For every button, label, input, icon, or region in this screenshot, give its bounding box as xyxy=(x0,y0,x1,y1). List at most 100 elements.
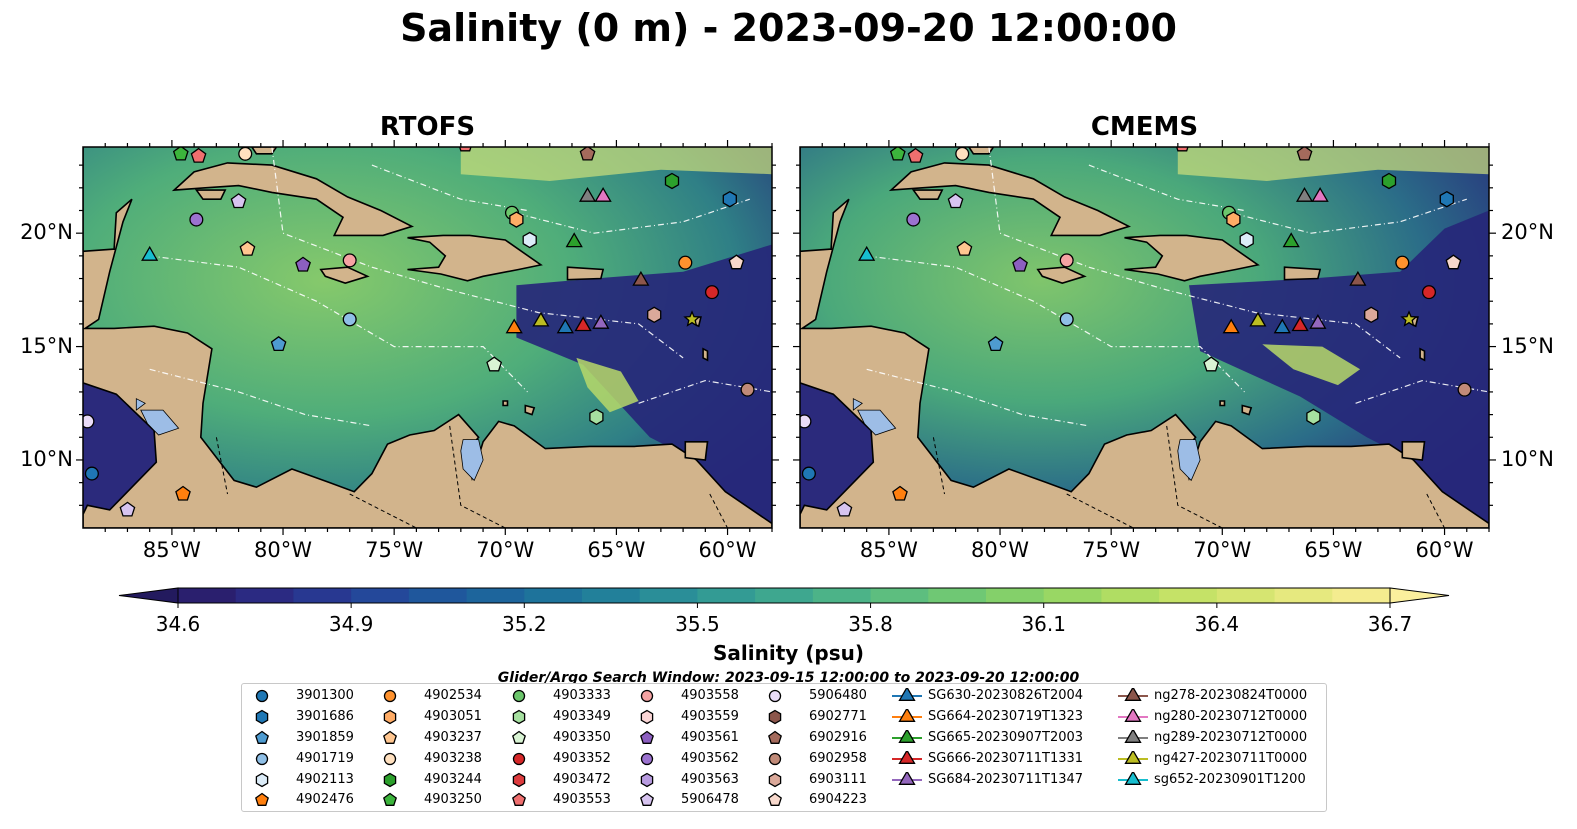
legend-marker xyxy=(255,709,269,725)
legend-marker xyxy=(768,792,782,806)
colorbar-segment xyxy=(1332,588,1391,603)
colorbar-segment xyxy=(293,588,352,603)
hexagon-marker xyxy=(522,231,537,249)
legend-label: 3901686 xyxy=(296,709,354,724)
lon-tick-label: 60°W xyxy=(698,538,757,562)
colorbar-segment xyxy=(235,588,294,603)
pentagon-marker xyxy=(512,730,526,744)
lon-tick-label: 65°W xyxy=(1304,538,1363,562)
lon-tick-label: 75°W xyxy=(1082,538,1141,562)
colorbar-label: Salinity (psu) xyxy=(712,641,864,665)
triangle-marker xyxy=(1124,730,1142,743)
legend-marker xyxy=(768,689,782,703)
circle-marker xyxy=(678,255,693,270)
legend-marker xyxy=(255,792,269,806)
pentagon-marker xyxy=(512,792,526,806)
legend-marker xyxy=(383,772,397,788)
pentagon-marker xyxy=(255,792,269,806)
legend-label: 4902476 xyxy=(296,792,354,807)
circle-marker xyxy=(768,689,782,703)
colorbar-segment xyxy=(351,588,410,603)
colorbar-tick-label: 36.7 xyxy=(1367,612,1413,636)
legend-label: 4903558 xyxy=(681,688,739,703)
legend-label: 3901859 xyxy=(296,730,354,745)
legend-marker xyxy=(640,792,654,806)
hexagon-marker xyxy=(1364,306,1379,324)
legend: 3901300 3901686 3901859 4901719 4902113 49024… xyxy=(241,683,1327,812)
circle-marker xyxy=(255,689,269,703)
legend-label: 4903349 xyxy=(553,709,611,724)
lon-tick-label: 70°W xyxy=(1193,538,1252,562)
colorbar-segment xyxy=(524,588,583,603)
legend-marker xyxy=(892,688,922,701)
pentagon-marker xyxy=(255,730,269,744)
legend-label: ng278-20230824T0000 xyxy=(1154,688,1308,703)
colorbar-tick-label: 36.4 xyxy=(1194,612,1240,636)
legend-marker xyxy=(1118,709,1148,722)
circle-marker xyxy=(800,414,812,429)
circle-marker xyxy=(1059,312,1074,327)
panel-title-cmems: CMEMS xyxy=(1090,112,1199,142)
pentagon-marker xyxy=(768,792,782,806)
circle-marker xyxy=(512,752,526,766)
legend-marker xyxy=(512,792,526,806)
triangle-marker xyxy=(1124,751,1142,764)
legend-label: SG684-20230711T1347 xyxy=(928,772,1084,787)
lon-tick-label: 60°W xyxy=(1415,538,1474,562)
circle-marker xyxy=(255,752,269,766)
lat-tick-label: 15°N xyxy=(1501,333,1554,358)
legend-label: 4903238 xyxy=(424,751,482,766)
hexagon-marker xyxy=(255,772,269,788)
circle-marker xyxy=(342,312,357,327)
legend-label: 6902958 xyxy=(809,751,867,766)
legend-label: 4903051 xyxy=(424,709,482,724)
colorbar-tick-label: 35.5 xyxy=(675,612,720,636)
triangle-marker xyxy=(1124,709,1142,722)
circle-marker xyxy=(740,382,755,397)
lon-tick-label: 65°W xyxy=(587,538,646,562)
circle-marker xyxy=(1395,255,1410,270)
circle-marker xyxy=(512,689,526,703)
colorbar-segment xyxy=(178,588,237,603)
legend-label: SG666-20230711T1331 xyxy=(928,751,1084,766)
lon-tick-label: 70°W xyxy=(476,538,535,562)
panel-title-rtofs: RTOFS xyxy=(379,112,476,142)
hexagon-marker xyxy=(722,190,737,208)
legend-label: SG664-20230719T1323 xyxy=(928,709,1084,724)
hexagon-marker xyxy=(1226,211,1241,228)
map-panel-cmems xyxy=(800,147,1489,528)
lon-tick-label: 75°W xyxy=(365,538,424,562)
legend-label: 4903561 xyxy=(681,730,739,745)
legend-marker xyxy=(892,730,922,743)
legend-marker xyxy=(255,752,269,766)
hexagon-marker xyxy=(647,306,662,324)
pentagon-marker xyxy=(640,792,654,806)
colorbar-segment xyxy=(1159,588,1218,603)
legend-marker xyxy=(255,730,269,744)
triangle-marker xyxy=(898,730,916,743)
pentagon-marker xyxy=(458,147,472,152)
legend-label: 4903562 xyxy=(681,751,739,766)
circle-marker xyxy=(906,212,921,227)
legend-marker xyxy=(383,730,397,744)
legend-label: ng280-20230712T0000 xyxy=(1154,709,1308,724)
lat-tick-label: 20°N xyxy=(1501,220,1554,245)
colorbar-tick-label: 35.8 xyxy=(848,612,893,636)
colorbar-segment xyxy=(755,588,814,603)
legend-label: 4903563 xyxy=(681,772,739,787)
colorbar-tick-label: 34.6 xyxy=(155,612,201,636)
legend-marker xyxy=(640,709,654,725)
hexagon-marker xyxy=(664,172,680,190)
lon-tick-label: 85°W xyxy=(859,538,918,562)
legend-marker xyxy=(768,772,782,788)
circle-marker xyxy=(1457,382,1472,397)
hexagon-marker xyxy=(1239,231,1254,249)
circle-marker xyxy=(383,689,397,703)
lat-tick-label: 10°N xyxy=(20,446,73,471)
triangle-marker xyxy=(898,709,916,722)
hexagon-marker xyxy=(768,772,782,788)
legend-marker xyxy=(640,752,654,766)
legend-marker xyxy=(512,772,526,788)
colorbar-segment xyxy=(1274,588,1333,603)
colorbar xyxy=(118,587,1450,608)
